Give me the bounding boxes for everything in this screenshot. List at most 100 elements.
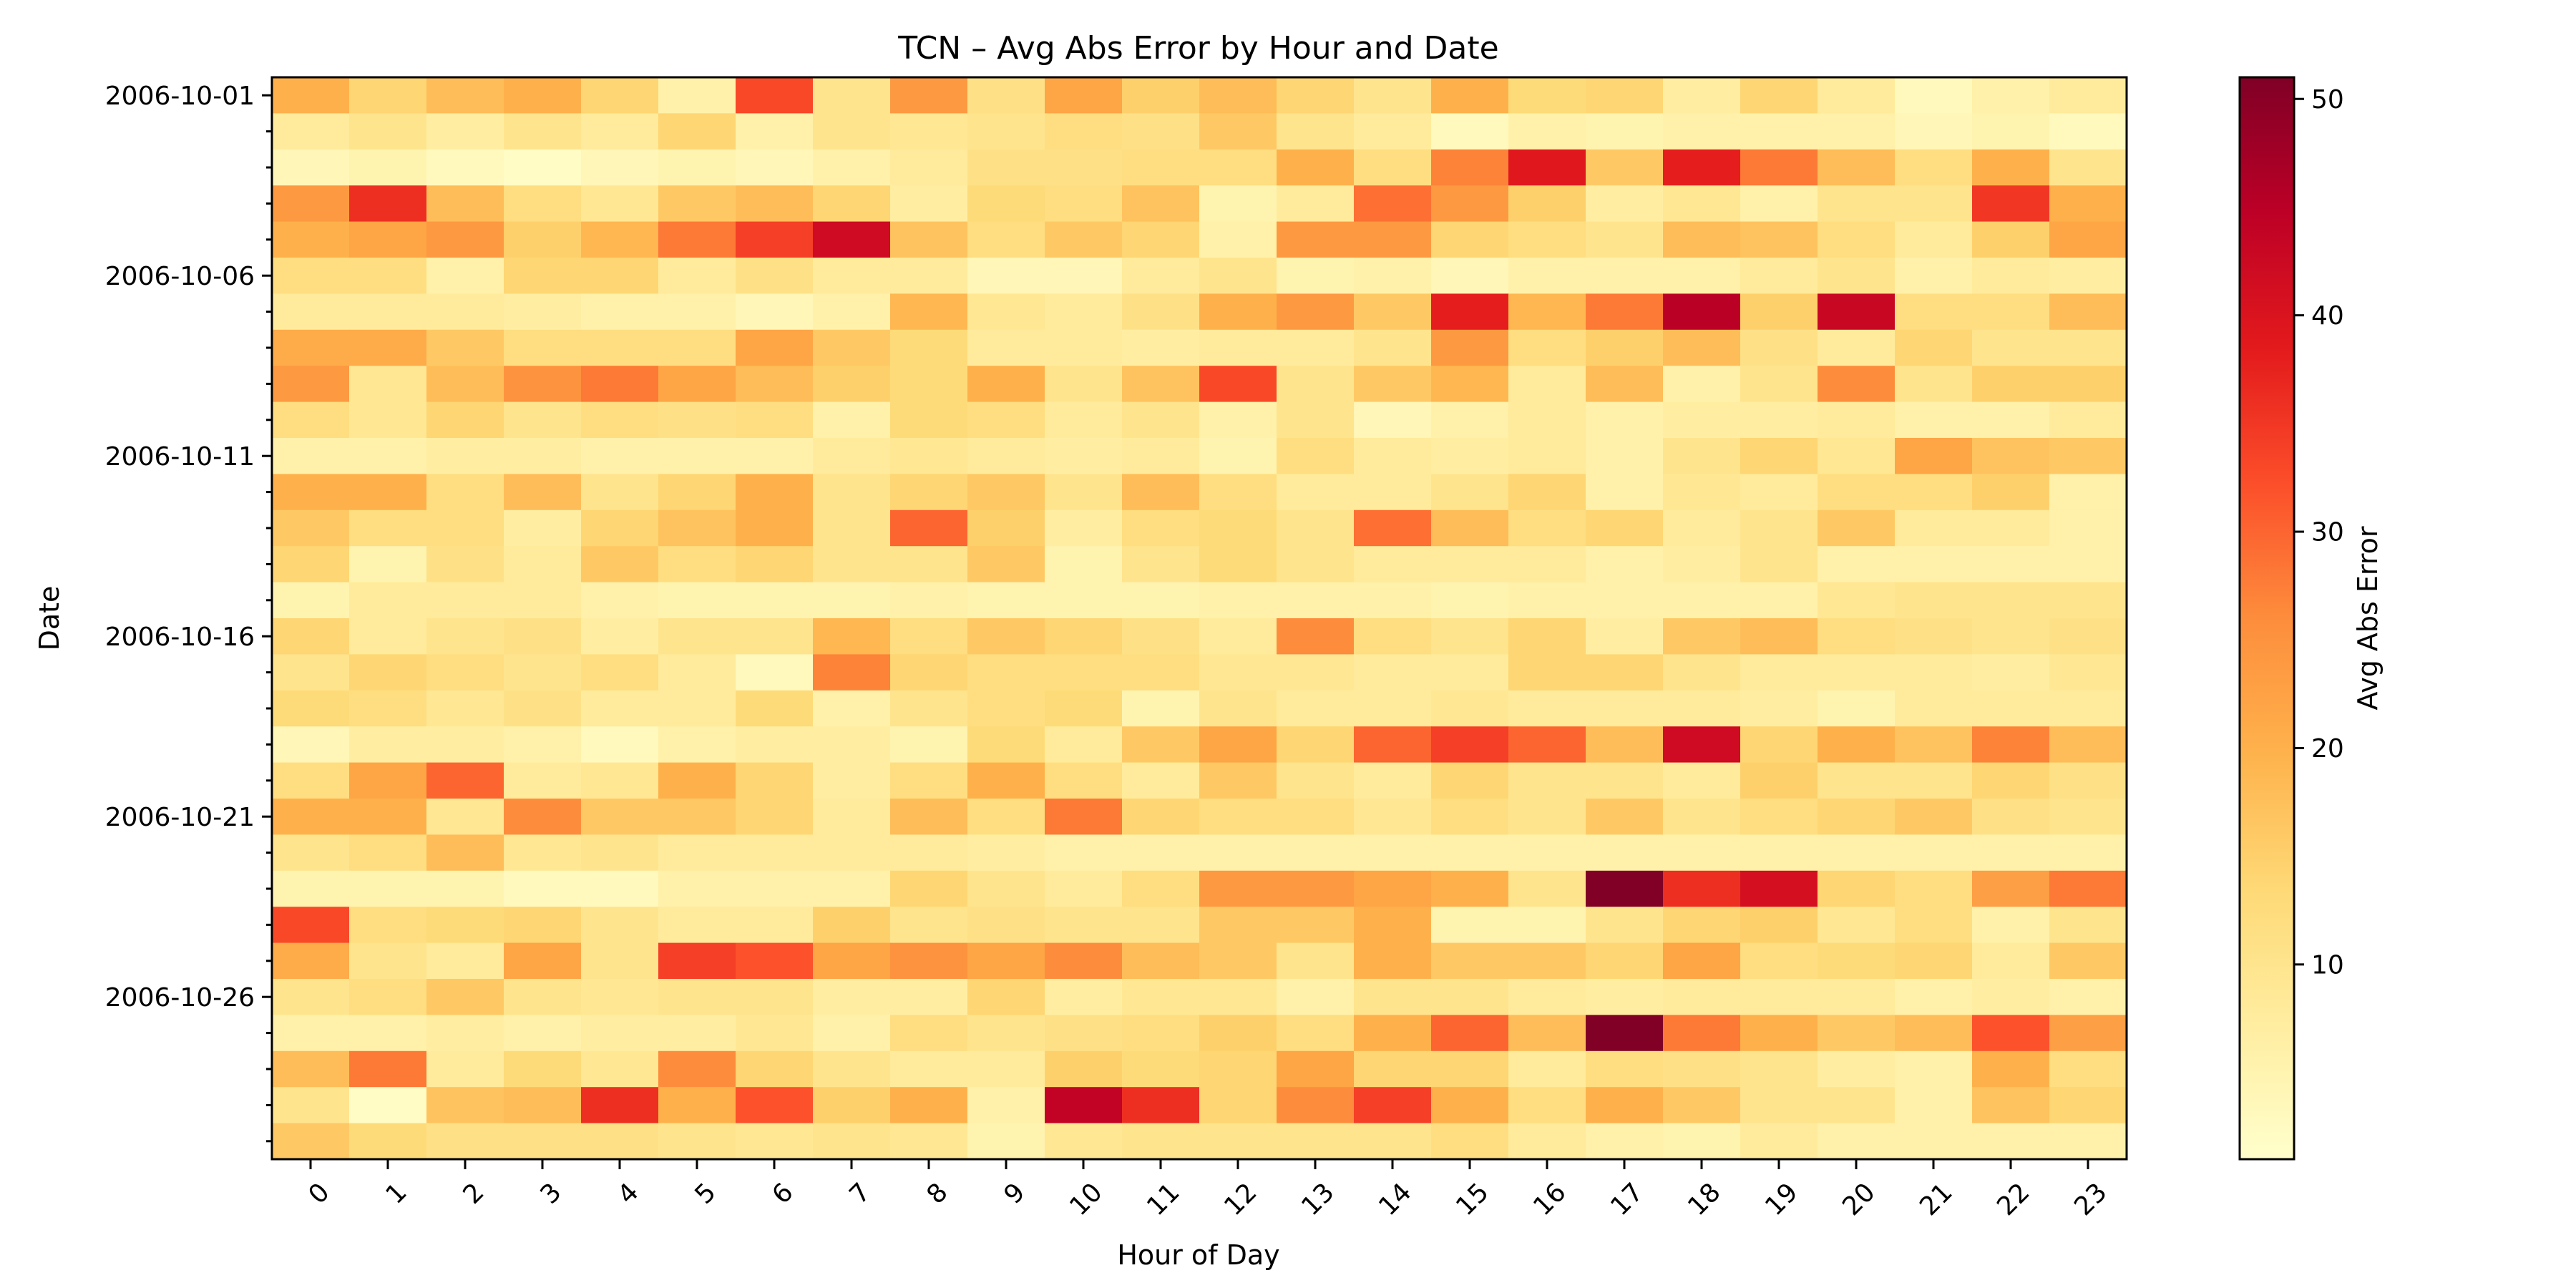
heatmap-cell	[426, 618, 504, 655]
heatmap-cell	[1431, 221, 1509, 258]
colorbar-ticks: 10 20 30 40 50	[2294, 85, 2344, 980]
heatmap-cell	[813, 762, 891, 799]
heatmap-cell	[1740, 1123, 1818, 1160]
x-tick-label: 3	[535, 1178, 567, 1210]
heatmap-cell	[1508, 1015, 1586, 1052]
heatmap-cell	[658, 366, 736, 403]
heatmap-cell	[1740, 1015, 1818, 1052]
heatmap-cell	[1818, 582, 1896, 619]
heatmap-cell	[504, 258, 582, 294]
heatmap-cell	[1199, 654, 1277, 691]
heatmap-cell	[1431, 149, 1509, 186]
heatmap-cell	[2049, 329, 2127, 366]
heatmap-cell	[1818, 149, 1896, 186]
heatmap-cell	[2049, 834, 2127, 872]
y-tick-label: 2006-10-21	[105, 803, 255, 832]
heatmap-cell	[658, 762, 736, 799]
heatmap-cell	[581, 258, 659, 294]
heatmap-cell	[658, 618, 736, 655]
heatmap-cell	[1972, 907, 2050, 944]
heatmap-cell	[736, 654, 814, 691]
x-tick-label: 9	[999, 1178, 1031, 1210]
colorbar-tick-label: 30	[2311, 518, 2344, 547]
heatmap-cell	[1122, 546, 1200, 583]
heatmap-cell	[1045, 726, 1123, 763]
heatmap-cell	[1895, 799, 1973, 835]
heatmap-cell	[1972, 690, 2050, 727]
heatmap-cell	[1972, 77, 2050, 114]
heatmap-cell	[1972, 185, 2050, 223]
heatmap-cell	[890, 113, 968, 150]
heatmap-cell	[1586, 1123, 1664, 1160]
heatmap-cell	[1663, 762, 1741, 799]
heatmap-cell	[1586, 762, 1664, 799]
heatmap-cell	[736, 618, 814, 655]
heatmap-cell	[1740, 329, 1818, 366]
heatmap-cell	[967, 149, 1045, 186]
heatmap-cell	[658, 1015, 736, 1052]
heatmap-cell	[1431, 799, 1509, 835]
heatmap-cell	[1045, 438, 1123, 474]
heatmap-cell	[890, 942, 968, 980]
heatmap-cell	[504, 690, 582, 727]
heatmap-cell	[1354, 293, 1432, 331]
heatmap-cell	[426, 366, 504, 403]
heatmap-cell	[967, 979, 1045, 1015]
heatmap-cell	[1972, 546, 2050, 583]
heatmap-cell	[581, 618, 659, 655]
heatmap-cell	[813, 1087, 891, 1124]
plot-frame	[270, 76, 2128, 1161]
heatmap-cell	[1122, 690, 1200, 727]
heatmap-cell	[813, 366, 891, 403]
heatmap-cell	[658, 329, 736, 366]
heatmap-cell	[1895, 834, 1973, 872]
heatmap-cell	[1354, 366, 1432, 403]
heatmap-cell	[349, 293, 427, 331]
heatmap-cell	[1663, 1087, 1741, 1124]
heatmap-cell	[426, 474, 504, 511]
heatmap-cell	[2049, 113, 2127, 150]
heatmap-cell	[658, 509, 736, 547]
heatmap-cell	[1818, 1015, 1896, 1052]
heatmap-cell	[426, 113, 504, 150]
heatmap-cell	[504, 907, 582, 944]
heatmap-cell	[1586, 474, 1664, 511]
heatmap-cell	[1431, 654, 1509, 691]
heatmap-cell	[426, 942, 504, 980]
heatmap-cell	[1740, 762, 1818, 799]
heatmap-cell	[1354, 1087, 1432, 1124]
heatmap-cell	[736, 329, 814, 366]
heatmap-cell	[349, 329, 427, 366]
heatmap-cell	[1663, 907, 1741, 944]
heatmap-cell	[272, 149, 350, 186]
heatmap-cell	[2049, 509, 2127, 547]
heatmap-cell	[1586, 438, 1664, 474]
heatmap-cell	[813, 77, 891, 114]
heatmap-cell	[1431, 1087, 1509, 1124]
heatmap-cell	[967, 329, 1045, 366]
heatmap-cell	[2049, 762, 2127, 799]
heatmap-cell	[1431, 258, 1509, 294]
heatmap-cell	[658, 474, 736, 511]
heatmap-cell	[426, 509, 504, 547]
heatmap-cell	[2049, 546, 2127, 583]
heatmap-cell	[1508, 870, 1586, 907]
colorbar	[2240, 77, 2294, 1159]
heatmap-cell	[1586, 907, 1664, 944]
heatmap-cell	[658, 185, 736, 223]
heatmap-cell	[2049, 582, 2127, 619]
heatmap-cell	[504, 366, 582, 403]
heatmap-cell	[890, 979, 968, 1015]
heatmap-cell	[581, 1087, 659, 1124]
heatmap-cell	[1972, 870, 2050, 907]
x-tick-label: 6	[767, 1178, 799, 1210]
heatmap-cell	[1895, 185, 1973, 223]
heatmap-cell	[504, 799, 582, 835]
heatmap-cell	[272, 1087, 350, 1124]
heatmap-cell	[1122, 1087, 1200, 1124]
heatmap-cell	[272, 113, 350, 150]
heatmap-cell	[813, 293, 891, 331]
heatmap-cell	[658, 77, 736, 114]
heatmap-cell	[1431, 618, 1509, 655]
heatmap-cell	[1354, 799, 1432, 835]
